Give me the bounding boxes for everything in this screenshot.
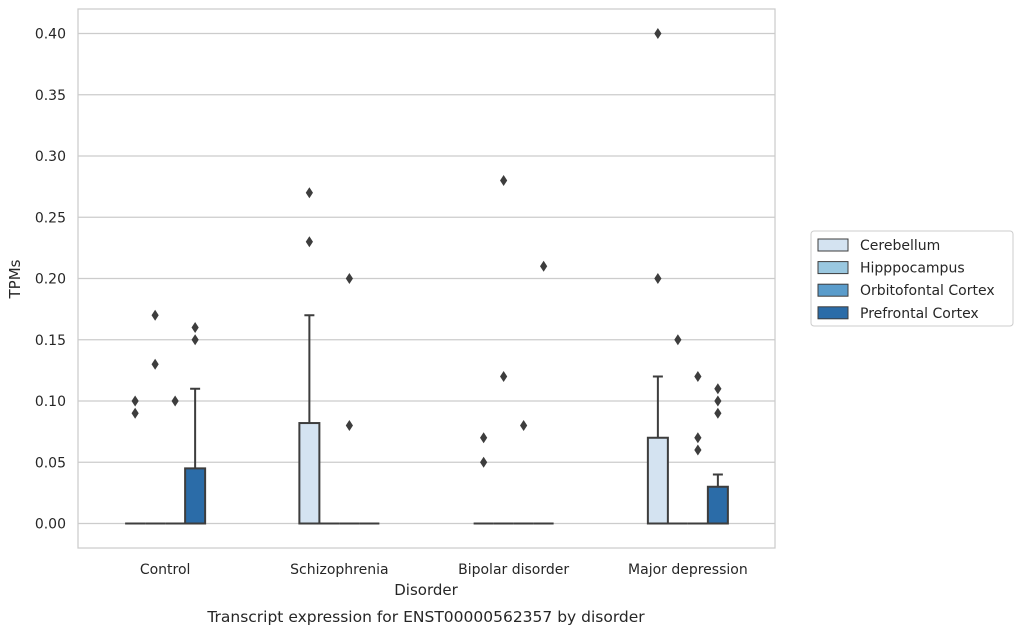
outlier-point: [694, 371, 702, 382]
plot-area-frame: [77, 8, 776, 549]
outlier-point: [714, 395, 722, 407]
box: [184, 467, 207, 525]
outlier-point: [714, 407, 722, 419]
outlier-point: [500, 175, 508, 186]
legend-frame: [810, 230, 1014, 327]
y-tick-label: 0.05: [35, 455, 66, 471]
series-cerebellum: [125, 28, 669, 525]
outlier-point: [191, 334, 199, 346]
x-tick-label: Major depression: [628, 562, 748, 578]
outlier-point: [520, 420, 528, 431]
y-tick-label: 0.20: [35, 272, 66, 288]
x-tick-label: Schizophrenia: [290, 562, 388, 578]
outlier-point: [654, 28, 662, 39]
outlier-point: [151, 358, 159, 370]
box: [706, 485, 729, 525]
outlier-point: [305, 187, 313, 199]
legend-label: Hipppocampus: [860, 261, 965, 277]
y-tick-label: 0.35: [35, 88, 66, 104]
y-axis-title: TPMs: [6, 259, 24, 299]
outlier-point: [131, 395, 139, 407]
outlier-point: [540, 260, 548, 272]
outlier-point: [480, 432, 488, 444]
box: [298, 422, 321, 525]
chart-caption: Transcript expression for ENST0000056235…: [206, 608, 645, 626]
series-orbitofontal-cortex: [165, 273, 708, 525]
outlier-point: [345, 273, 353, 284]
outlier-point: [654, 273, 662, 284]
legend-swatch: [817, 306, 849, 320]
y-tick-label: 0.30: [35, 149, 66, 165]
outlier-point: [345, 420, 353, 431]
box-series: [125, 28, 729, 525]
outlier-point: [151, 309, 159, 321]
legend-label: Cerebellum: [860, 238, 940, 254]
y-tick-labels: 0.00 0.05 0.10 0.15 0.20 0.25 0.30 0.35 0.40: [35, 27, 66, 533]
legend-swatch: [817, 283, 849, 297]
series-hipppocampus: [145, 175, 688, 525]
y-tick-label: 0.10: [35, 394, 66, 410]
x-tick-label: Control: [140, 562, 191, 578]
legend-swatch: [817, 238, 849, 252]
outlier-point: [714, 383, 722, 395]
box: [646, 436, 669, 525]
legend-label: Prefrontal Cortex: [860, 306, 979, 322]
outlier-point: [131, 407, 139, 419]
outlier-point: [694, 444, 702, 456]
y-tick-label: 0.00: [35, 517, 66, 533]
outlier-point: [191, 322, 199, 333]
series-prefrontal-cortex: [184, 260, 729, 525]
x-tick-labels: Control Schizophrenia Bipolar disorder Majo…: [140, 562, 748, 578]
y-tick-label: 0.25: [35, 210, 66, 226]
outlier-point: [500, 371, 508, 382]
legend-label: Orbitofontal Cortex: [860, 283, 995, 299]
outlier-point: [305, 236, 313, 248]
y-tick-label: 0.15: [35, 333, 66, 349]
outlier-point: [694, 432, 702, 444]
outlier-point: [674, 334, 682, 346]
outlier-point: [171, 395, 179, 407]
legend-swatch: [817, 261, 849, 275]
grid-lines: [78, 32, 775, 525]
outlier-point: [480, 456, 488, 468]
x-tick-label: Bipolar disorder: [458, 562, 569, 578]
y-tick-label: 0.40: [35, 27, 66, 43]
x-axis-title: Disorder: [394, 581, 458, 599]
legend: Cerebellum Hipppocampus Orbitofontal Corte…: [810, 230, 1014, 327]
